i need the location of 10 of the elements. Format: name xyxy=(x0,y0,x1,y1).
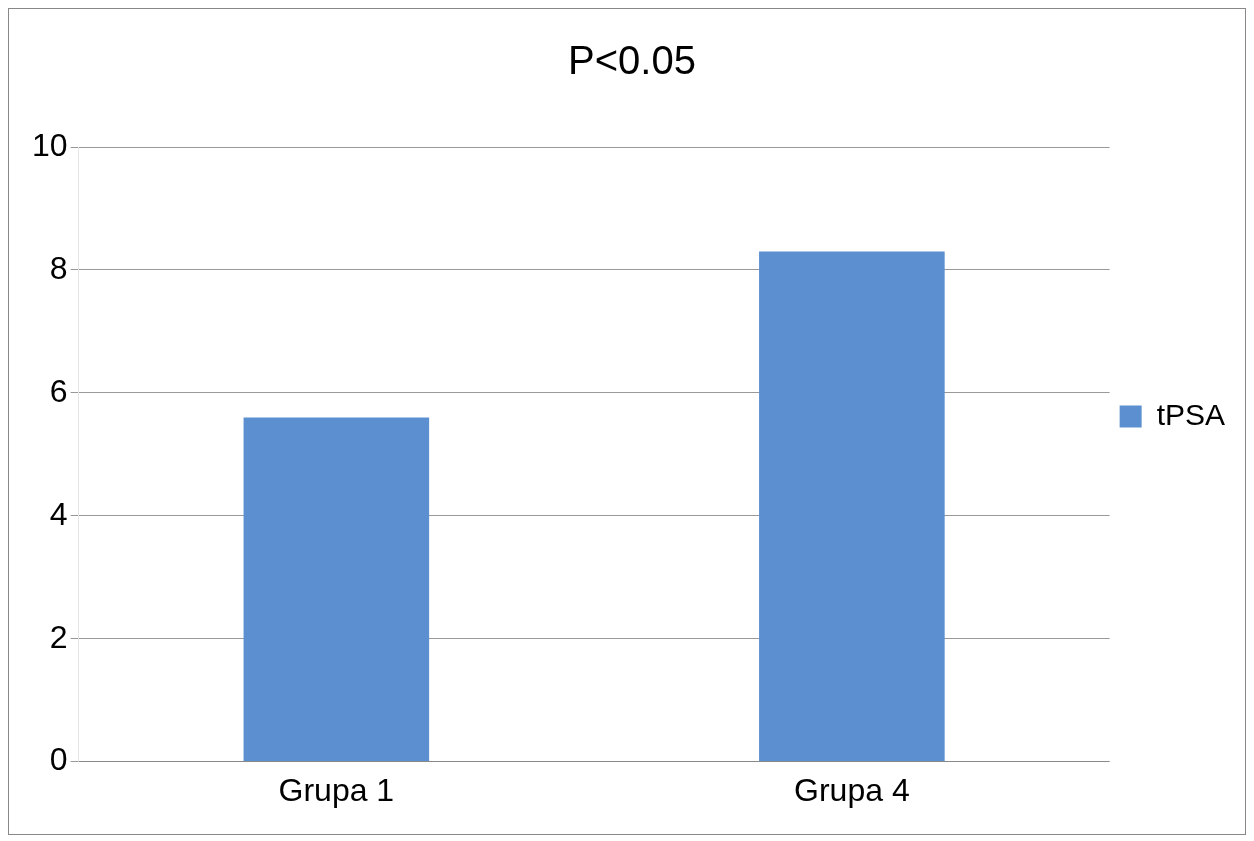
y-tick-label: 0 xyxy=(49,741,68,778)
legend-label: tPSA xyxy=(1156,397,1226,431)
x-tick-label: Grupa 4 xyxy=(794,771,910,808)
y-tick-label: 6 xyxy=(49,372,68,409)
chart-title: P<0.05 xyxy=(568,38,696,83)
y-tick-label: 2 xyxy=(49,618,68,655)
y-tick-label: 10 xyxy=(32,126,68,163)
x-tick-label: Grupa 1 xyxy=(278,771,395,808)
y-tick-label: 4 xyxy=(49,495,68,532)
y-tick-label: 8 xyxy=(49,249,68,286)
